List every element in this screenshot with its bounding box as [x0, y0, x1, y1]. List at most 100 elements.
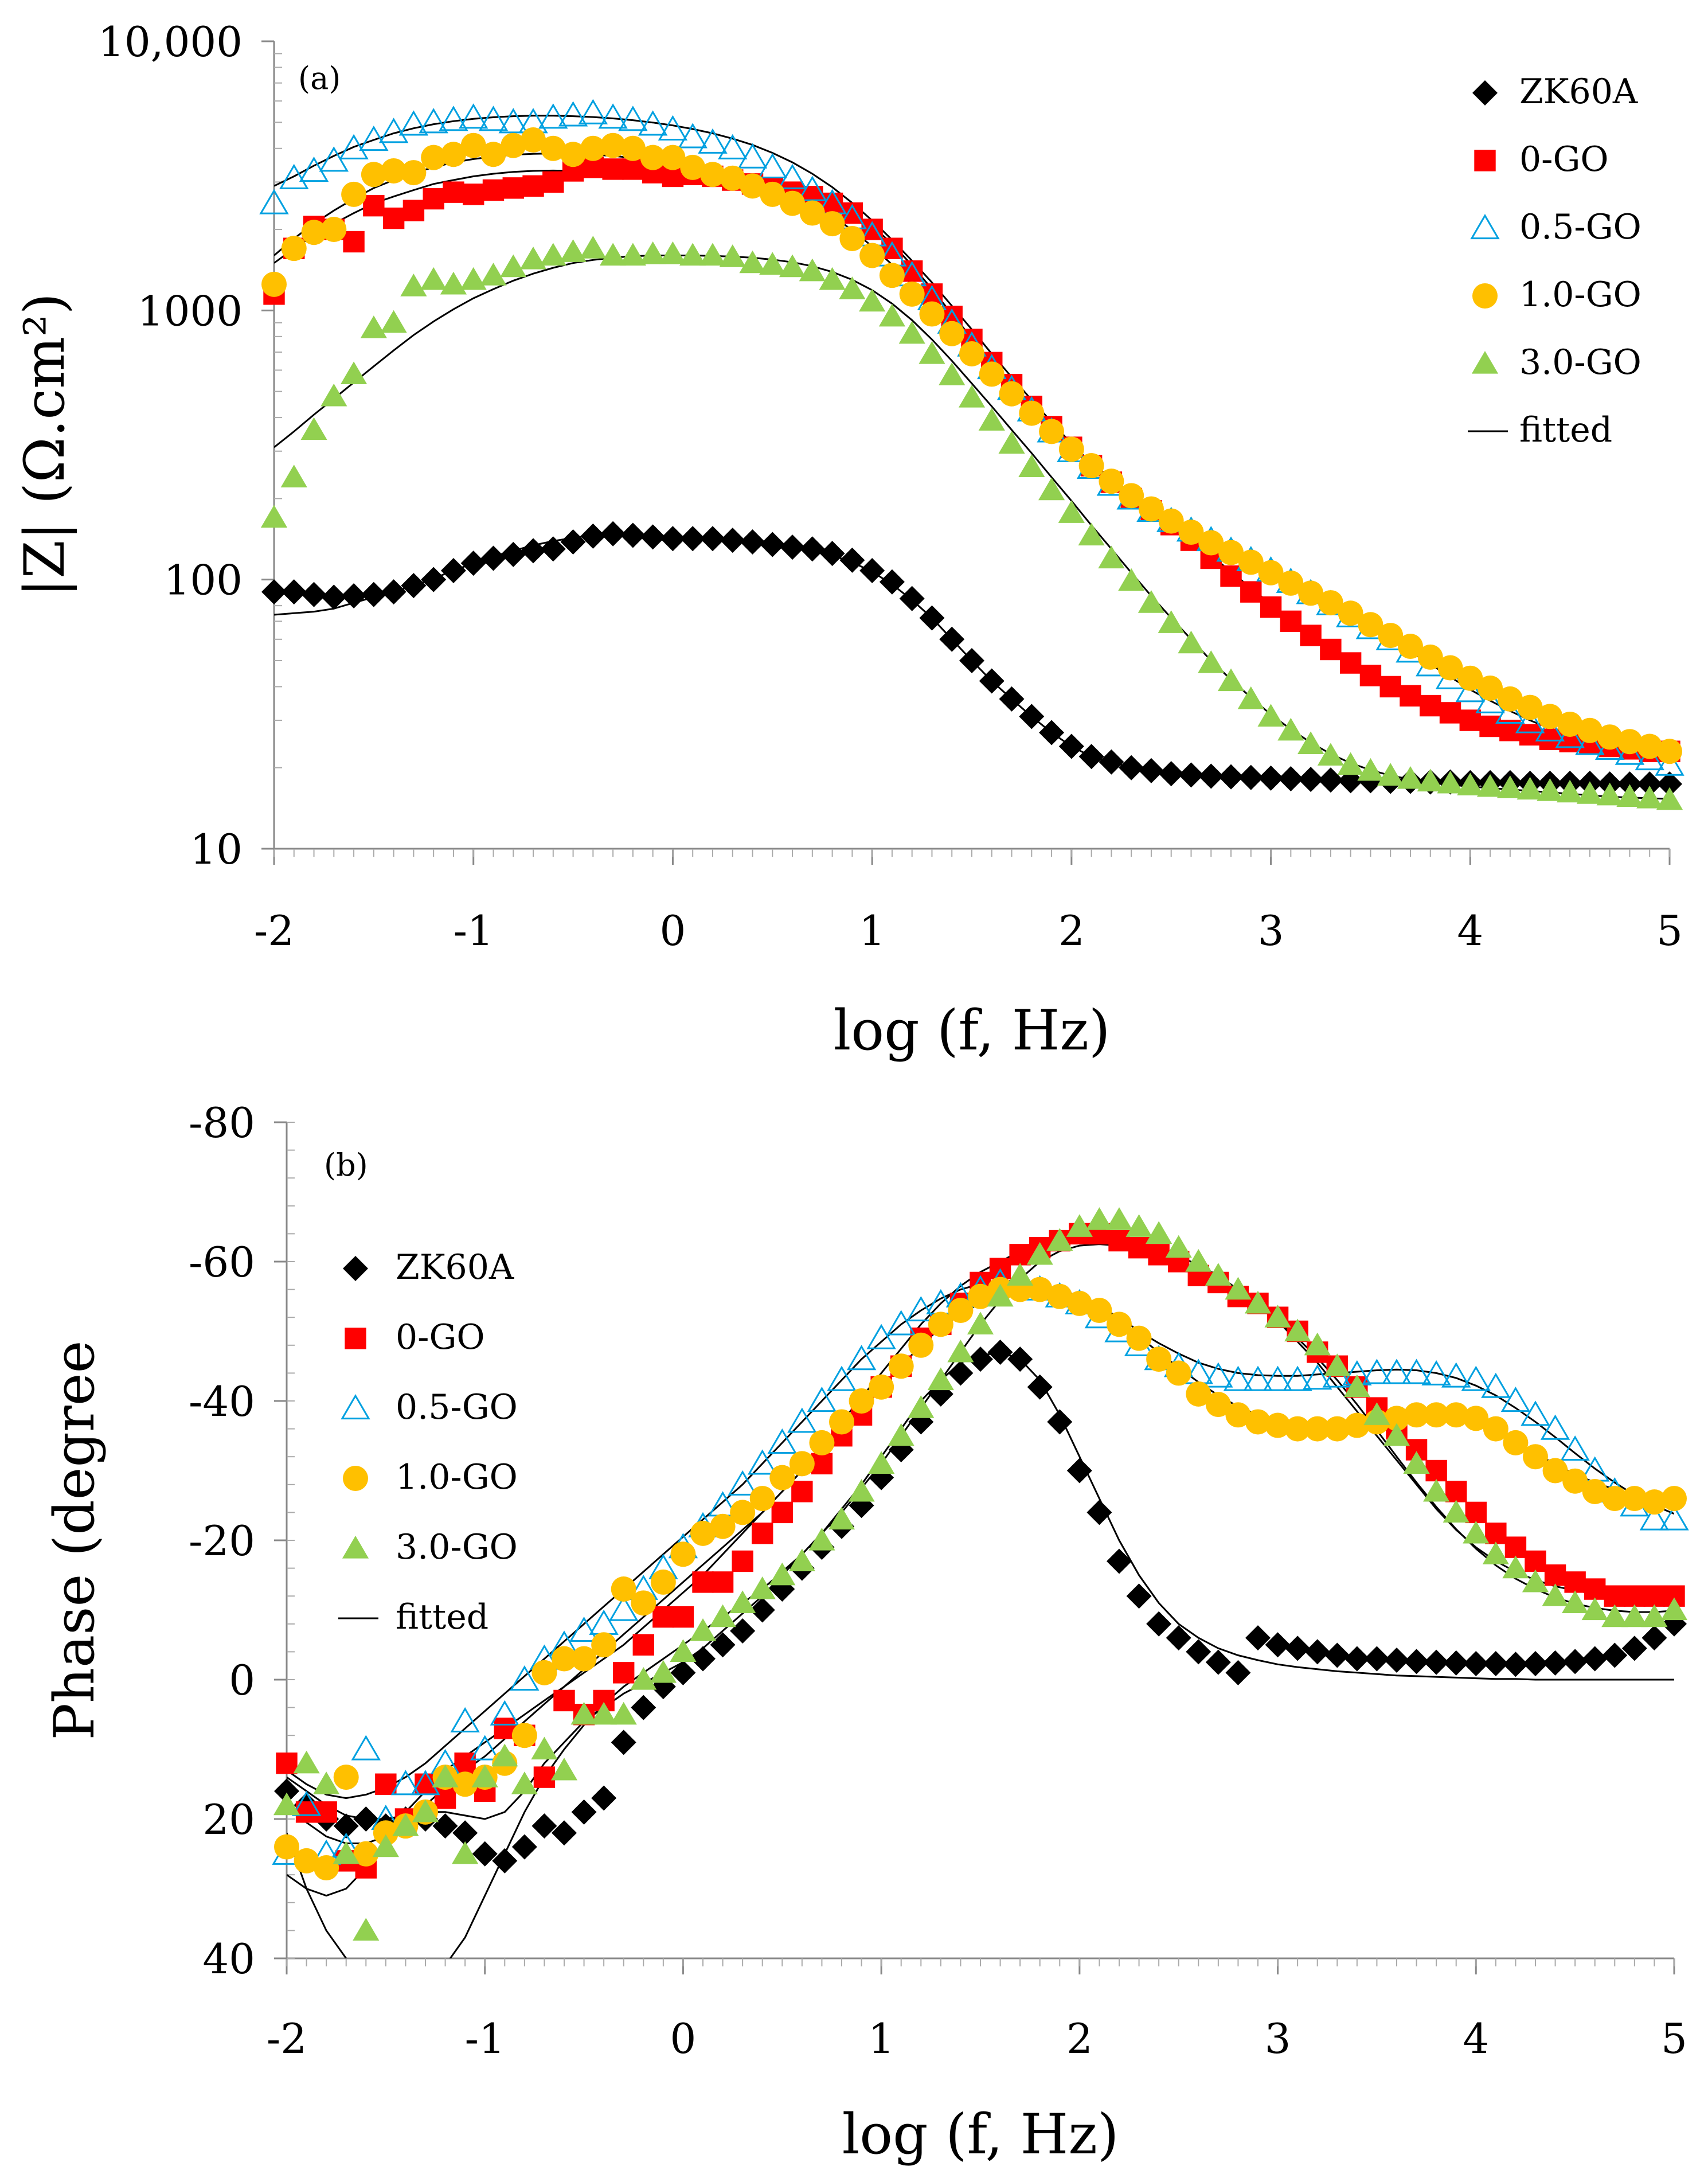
data-point-zk60a	[1119, 755, 1144, 780]
panel-b-bode-phase: -2 -1 0 1 2 3 4 5 -80 -60 -40 -20 0 20 40 log (f, Hz) Ph…	[42, 1099, 1689, 2167]
data-point-1-0-go	[1047, 1283, 1073, 1309]
data-point-zk60a	[1027, 1374, 1053, 1400]
data-point-1-0-go	[1437, 655, 1463, 681]
data-point-0-go	[533, 1766, 556, 1788]
data-point-0-5-go	[698, 128, 728, 154]
data-point-3-0-go	[280, 465, 307, 487]
data-point-0-5-go	[757, 153, 787, 178]
data-point-zk60a	[1166, 1625, 1191, 1651]
data-point-zk60a	[552, 1820, 577, 1846]
data-point-1-0-go	[1404, 1402, 1429, 1428]
data-point-zk60a	[1198, 763, 1224, 789]
data-point-3-0-go	[1517, 776, 1543, 800]
data-point-3-0-go	[1417, 768, 1444, 792]
data-point-1-0-go	[1225, 1402, 1251, 1428]
legend-label: 0.5-GO	[1519, 207, 1641, 247]
data-point-0-go	[1624, 1585, 1646, 1607]
data-point-zk60a	[839, 547, 865, 573]
x-tick-label: 2	[1066, 2015, 1093, 2063]
data-point-zk60a	[1258, 765, 1284, 791]
data-point-3-0-go	[380, 310, 407, 333]
data-point-zk60a	[1443, 1650, 1469, 1676]
legend-label: 0-GO	[1519, 139, 1609, 179]
data-point-1-0-go	[1497, 686, 1523, 712]
data-point-1-0-go	[710, 1513, 736, 1539]
data-point-3-0-go	[412, 1799, 439, 1822]
data-point-0-go	[1445, 1481, 1467, 1502]
data-point-3-0-go	[709, 1604, 736, 1627]
data-point-1-0-go	[1158, 508, 1184, 534]
data-point-1-0-go	[1602, 1486, 1628, 1512]
data-point-zk60a	[361, 581, 386, 607]
data-point-0-go	[1439, 702, 1461, 724]
data-point-0-5-go	[1560, 1435, 1590, 1461]
data-point-1-0-go	[261, 271, 287, 297]
data-point-0-5-go	[1455, 677, 1485, 702]
data-point-3-0-go	[799, 258, 826, 282]
data-point-zk60a	[959, 647, 984, 673]
data-point-3-0-go	[1616, 784, 1643, 807]
data-point-3-0-go	[600, 243, 627, 266]
data-point-3-0-go	[1576, 781, 1604, 804]
data-point-zk60a	[401, 573, 427, 599]
data-point-zk60a	[1218, 764, 1244, 790]
data-point-0-5-go	[638, 110, 668, 136]
data-point-3-0-go	[580, 236, 607, 259]
data-point-0-5-go	[609, 1595, 639, 1621]
data-point-0-go	[1379, 676, 1401, 698]
data-point-1-0-go	[899, 281, 925, 307]
data-point-1-0-go	[839, 225, 865, 251]
data-point-zk60a	[1641, 1625, 1667, 1651]
data-point-0-5-go	[846, 1345, 877, 1371]
legend-marker-1-0-go	[343, 1466, 368, 1491]
data-point-zk60a	[1146, 1611, 1172, 1637]
data-point-zk60a	[799, 536, 825, 562]
data-point-3-0-go	[1601, 1604, 1628, 1627]
data-point-3-0-go	[313, 1771, 340, 1794]
data-point-3-0-go	[560, 239, 587, 262]
data-point-1-0-go	[1463, 1406, 1489, 1431]
data-point-zk60a	[1562, 1649, 1588, 1675]
data-point-3-0-go	[739, 250, 766, 274]
data-point-1-0-go	[1019, 400, 1045, 426]
data-point-zk60a	[1225, 1660, 1251, 1685]
data-point-1-0-go	[1621, 1486, 1647, 1512]
data-point-zk60a	[1483, 1651, 1508, 1677]
data-point-zk60a	[1086, 1500, 1112, 1525]
data-point-3-0-go	[1217, 668, 1245, 692]
data-point-zk60a	[999, 686, 1025, 712]
data-point-zk60a	[740, 529, 765, 555]
data-point-1-0-go	[690, 1520, 716, 1546]
data-point-0-5-go	[728, 1470, 757, 1496]
legend-marker-1-0-go	[1472, 283, 1498, 309]
data-point-0-go	[1643, 1585, 1666, 1607]
data-point-0-5-go	[390, 1770, 421, 1796]
data-point-0-5-go	[279, 163, 309, 189]
data-point-1-0-go	[321, 217, 347, 243]
data-point-0-go	[1465, 1501, 1487, 1524]
data-point-zk60a	[749, 1597, 775, 1623]
data-point-zk60a	[591, 1785, 617, 1811]
data-point-3-0-go	[958, 385, 986, 408]
data-point-3-0-go	[1660, 1597, 1688, 1621]
y-tick-label: 10,000	[98, 18, 243, 66]
data-point-1-0-go	[333, 1765, 359, 1790]
data-point-3-0-go	[898, 321, 925, 344]
data-point-1-0-go	[1478, 675, 1503, 701]
data-point-zk60a	[1066, 1458, 1092, 1484]
data-point-3-0-go	[729, 1590, 756, 1613]
data-point-1-0-go	[1126, 1325, 1152, 1351]
data-point-0-5-go	[558, 101, 588, 127]
data-point-3-0-go	[1007, 1263, 1034, 1286]
data-point-zk60a	[1637, 771, 1663, 797]
data-point-0-go	[1400, 685, 1421, 707]
x-tick-label: 4	[1457, 907, 1483, 955]
data-point-zk60a	[1424, 1649, 1449, 1675]
legend-label: ZK60A	[396, 1247, 514, 1287]
data-point-1-0-go	[1443, 1402, 1469, 1428]
data-point-3-0-go	[1026, 1242, 1053, 1265]
data-point-1-0-go	[819, 211, 845, 237]
data-point-3-0-go	[1537, 778, 1564, 801]
data-point-zk60a	[948, 1360, 974, 1386]
data-point-3-0-go	[1496, 775, 1523, 798]
